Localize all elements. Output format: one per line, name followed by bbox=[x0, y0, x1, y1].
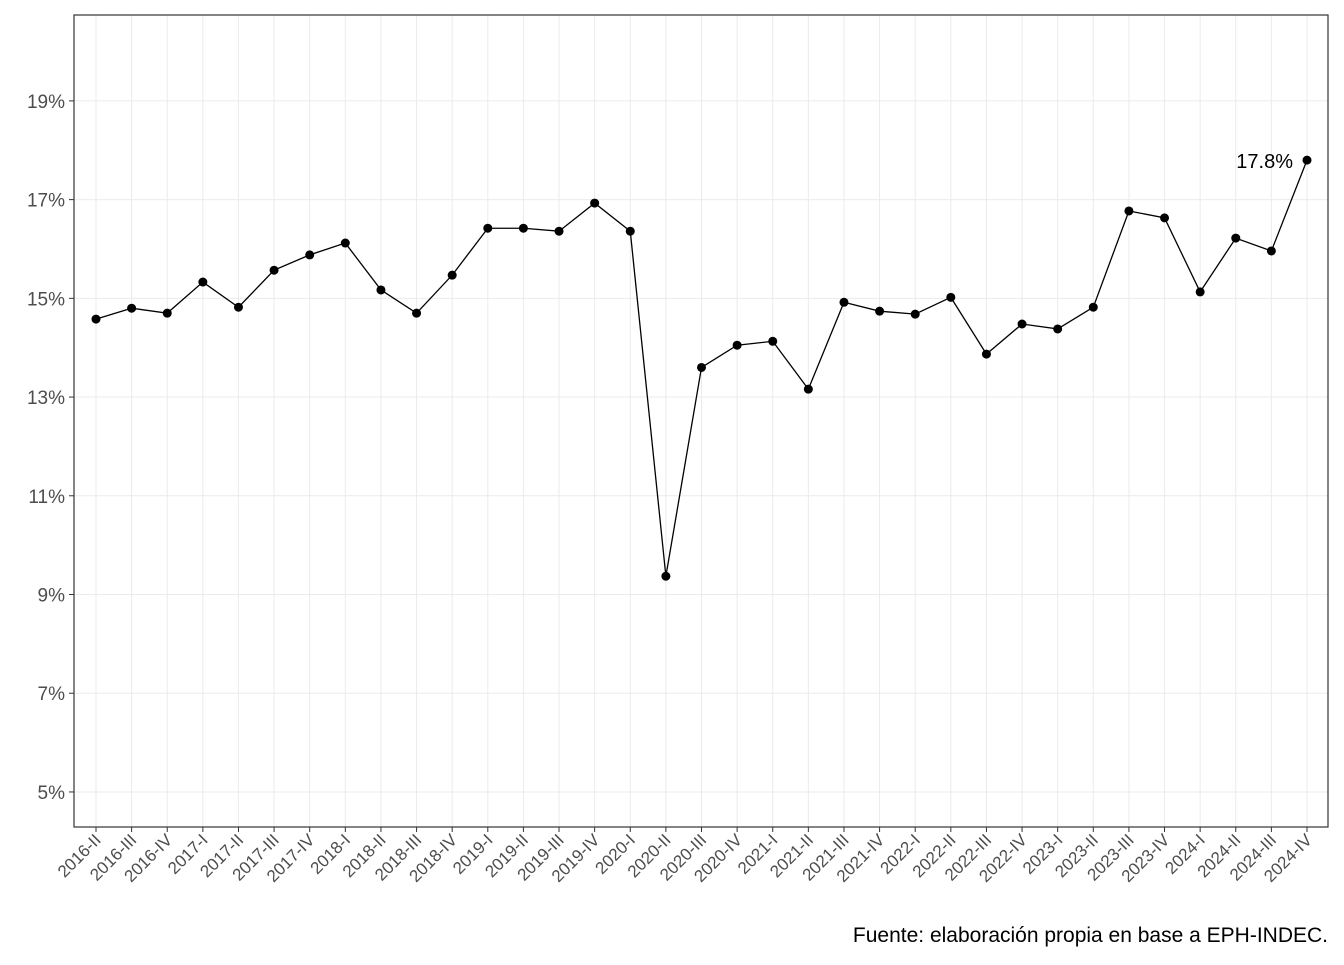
point bbox=[625, 226, 635, 236]
point bbox=[1302, 155, 1312, 165]
point bbox=[127, 303, 137, 313]
point bbox=[946, 292, 956, 302]
value-label: 17.8% bbox=[1236, 151, 1293, 173]
point bbox=[447, 270, 457, 280]
point bbox=[732, 340, 742, 350]
y-tick-label: 19% bbox=[27, 92, 65, 113]
point bbox=[768, 336, 778, 346]
point bbox=[162, 308, 172, 318]
y-tick-label: 17% bbox=[27, 191, 65, 212]
point bbox=[803, 384, 813, 394]
point bbox=[518, 223, 528, 233]
point bbox=[1266, 246, 1276, 256]
y-tick-label: 11% bbox=[28, 487, 65, 508]
point bbox=[1053, 324, 1063, 334]
caption: Fuente: elaboración propia en base a EPH… bbox=[853, 924, 1328, 947]
y-tick-label: 13% bbox=[27, 388, 65, 409]
point bbox=[590, 198, 600, 208]
point bbox=[305, 250, 315, 260]
point bbox=[198, 277, 208, 287]
point bbox=[554, 226, 564, 236]
point bbox=[376, 285, 386, 295]
point bbox=[1124, 206, 1134, 216]
point bbox=[661, 571, 671, 581]
y-tick-label: 9% bbox=[38, 586, 66, 607]
point bbox=[269, 265, 279, 275]
point bbox=[1088, 302, 1098, 312]
y-tick-label: 15% bbox=[27, 289, 65, 310]
point bbox=[412, 308, 422, 318]
point bbox=[1160, 213, 1170, 223]
panel-border bbox=[73, 14, 1329, 828]
point bbox=[910, 309, 920, 319]
point bbox=[91, 314, 101, 324]
point bbox=[1195, 287, 1205, 297]
point bbox=[875, 306, 885, 316]
point bbox=[839, 297, 849, 307]
point bbox=[1231, 233, 1241, 243]
point bbox=[981, 349, 991, 359]
point bbox=[340, 238, 350, 248]
point bbox=[697, 362, 706, 372]
point bbox=[1017, 319, 1027, 329]
y-tick-label: 5% bbox=[38, 783, 66, 804]
y-tick-label: 7% bbox=[38, 684, 66, 705]
point bbox=[233, 302, 243, 312]
point bbox=[483, 223, 493, 233]
